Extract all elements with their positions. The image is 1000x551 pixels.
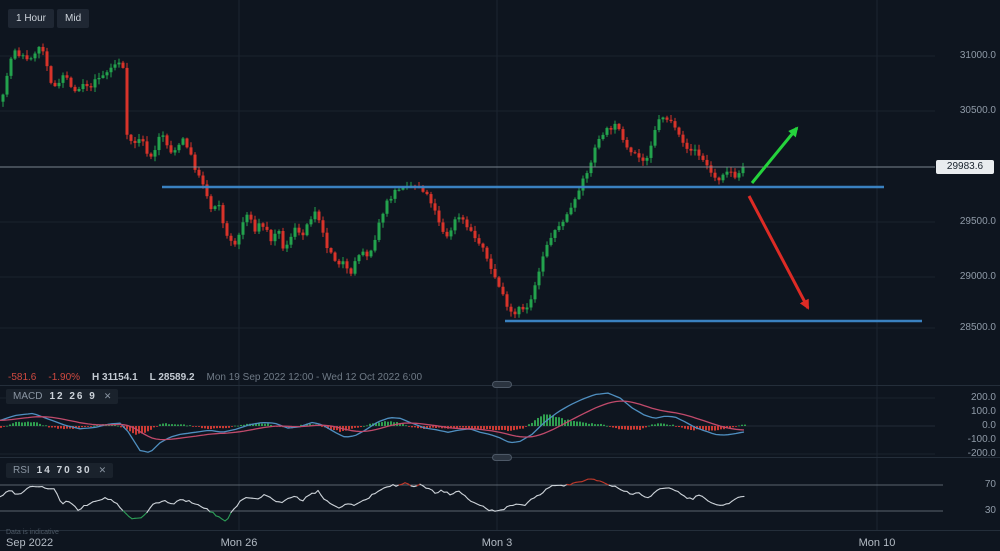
price-tick-label: 29500.0 [959,216,996,227]
price-tick-label: 31000.0 [959,50,996,61]
macd-name: MACD [13,391,43,402]
status-low: L 28589.2 [149,372,195,383]
chart-toolbar: 1 Hour Mid [8,9,90,28]
macd-tick-label: 100.0 [970,406,996,417]
rsi-tick-label: 70 [984,479,996,490]
time-tick-label: Mon 10 [858,537,896,549]
status-change: -581.6 [8,372,37,383]
status-change-pct: -1.90% [48,372,81,383]
price-tick-label: 30500.0 [959,105,996,116]
macd-params: 12 26 9 [49,391,97,402]
status-date-range: Mon 19 Sep 2022 12:00 - Wed 12 Oct 2022 … [206,372,423,383]
macd-tick-label: -100.0 [967,434,996,445]
macd-tick-label: 0.0 [982,420,996,431]
pane-splitter-macd[interactable] [492,381,512,388]
footnote-data-indicative: Data is indicative [6,529,59,536]
rsi-tick-label: 30 [984,505,996,516]
price-tick-label: 28500.0 [959,322,996,333]
interval-button[interactable]: 1 Hour [8,9,55,28]
price-tick-label: 29000.0 [959,271,996,282]
macd-tick-label: -200.0 [967,448,996,459]
status-high: H 31154.1 [92,372,138,383]
macd-tick-label: 200.0 [970,392,996,403]
time-tick-label: Mon 3 [481,537,513,549]
status-bar: -581.6 -1.90% H 31154.1 L 28589.2 Mon 19… [8,372,422,383]
rsi-close-icon[interactable]: ✕ [98,465,107,475]
rsi-name: RSI [13,465,30,476]
price-type-button[interactable]: Mid [57,9,90,28]
time-tick-label: Mon 26 [220,537,258,549]
rsi-params: 14 70 30 [36,465,92,476]
time-tick-label: Sep 2022 [6,537,54,549]
pane-splitter-rsi[interactable] [492,454,512,461]
rsi-indicator-label: RSI 14 70 30 ✕ [6,463,114,478]
macd-indicator-label: MACD 12 26 9 ✕ [6,389,119,404]
current-price-badge: 29983.6 [936,160,994,174]
macd-close-icon[interactable]: ✕ [103,391,112,401]
